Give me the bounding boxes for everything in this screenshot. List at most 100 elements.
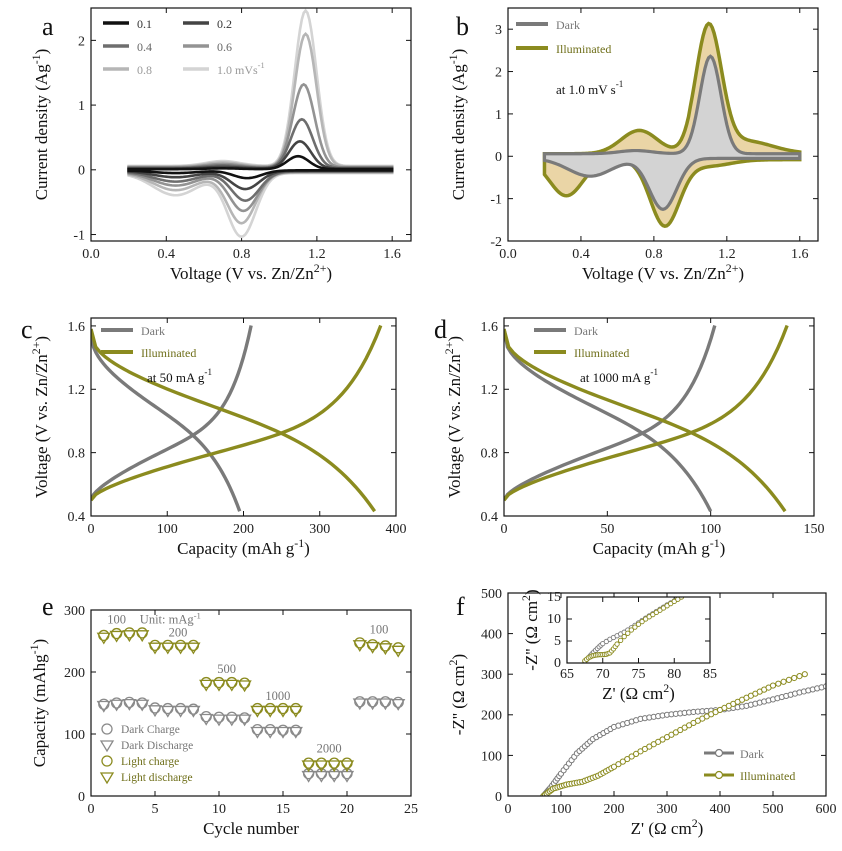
panel-a: a 0.0 0.4 0.8 1.2 1.6 -1 0 1 2 Voltage (V vs. Zn/Z… — [29, 7, 412, 283]
data-point — [162, 702, 174, 715]
panel-letter: b — [456, 12, 469, 41]
data-point — [352, 698, 367, 711]
data-point — [173, 705, 188, 718]
data-point — [302, 757, 315, 769]
cv-curve-dark — [542, 54, 802, 211]
x-axis-label: Cycle number — [203, 819, 299, 838]
legend-label: Light discharge — [121, 772, 193, 784]
data-point — [615, 761, 622, 768]
inset-data-point — [635, 621, 642, 627]
y-tick-label: 100 — [64, 728, 85, 743]
x-tick-label: 0.4 — [158, 247, 176, 262]
annotation-sup: -1 — [650, 367, 658, 377]
data-point — [199, 713, 214, 726]
x-tick-label: 400 — [710, 802, 731, 817]
data-point — [624, 755, 631, 763]
legend-label-text: 0.8 — [137, 63, 152, 77]
data-point — [391, 698, 406, 711]
rate-label-text: 100 — [370, 623, 389, 637]
data-point — [610, 763, 618, 770]
data-point — [378, 698, 393, 711]
x-tick-label: 1.6 — [791, 247, 809, 262]
y-axis-label-main: -Z'' (Ω cm — [522, 601, 541, 671]
data-point — [135, 630, 150, 643]
legend-label-text: 1.0 mVs — [217, 63, 258, 77]
x-axis-label-main: Capacity (mAh g — [593, 539, 711, 558]
legend-label: Dark Charge — [121, 724, 180, 736]
data-point — [149, 639, 161, 651]
data-point — [123, 627, 136, 639]
x-tick-label: 15 — [276, 802, 290, 817]
data-point — [392, 696, 404, 709]
discharge-curve-Illuminated — [504, 328, 787, 513]
x-tick-label: 0.8 — [645, 247, 663, 262]
y-tick-label: 0 — [78, 164, 85, 179]
y-tick-label: 100 — [481, 749, 502, 764]
x-tick-label: 100 — [157, 522, 178, 537]
inset-data-point — [625, 630, 631, 636]
plot-frame — [507, 7, 819, 242]
data-point — [339, 760, 355, 773]
rate-label-text: 2000 — [317, 742, 342, 756]
x-tick-label: 500 — [763, 802, 784, 817]
data-point — [628, 753, 635, 760]
data-point — [785, 676, 793, 683]
legend-marker — [714, 770, 724, 780]
annotation-main: at 1000 mA g — [580, 370, 651, 385]
charge-curve-Dark — [91, 325, 253, 501]
x-axis-label: Voltage (V vs. Zn/Zn2+) — [170, 261, 332, 283]
x-axis-label-main: Capacity (mAh g — [177, 539, 295, 558]
y-axis-label-end: ) — [32, 49, 51, 55]
data-point — [98, 629, 110, 642]
y-axis-label-sup: 2+ — [29, 341, 43, 354]
x-tick-label: 0.0 — [499, 247, 517, 262]
legend-label: Dark — [141, 324, 165, 338]
y-axis-label: -Z'' (Ω cm2) — [446, 654, 468, 735]
data-point — [98, 698, 110, 710]
x-tick-label: 400 — [386, 522, 407, 537]
cv-curve-0.6 — [127, 82, 394, 213]
legend-label-sup: -1 — [258, 61, 265, 70]
charge-curve-Illuminated — [91, 324, 383, 502]
data-point — [147, 642, 163, 655]
rate-label: 100 — [107, 613, 126, 627]
x-tick-label: 0 — [501, 522, 508, 537]
x-axis-label: Z' (Ω cm2) — [631, 816, 704, 838]
x-axis-label-main: Cycle number — [203, 819, 299, 838]
x-tick-label: 1.6 — [383, 247, 401, 262]
legend-marker — [714, 748, 724, 758]
y-tick-label: 5 — [554, 634, 561, 649]
y-axis-label-sup: 2 — [446, 659, 460, 665]
x-tick-label: 0.4 — [572, 247, 590, 262]
plot-frame — [90, 609, 412, 797]
y-axis-label-end: ) — [32, 336, 51, 342]
x-tick-label: 70 — [596, 667, 610, 682]
data-point — [226, 711, 238, 723]
y-axis-label: Voltage (V vs. Zn/Zn2+) — [29, 336, 51, 498]
legend-label: 0.1 — [137, 17, 152, 31]
inset-data-point — [614, 641, 620, 647]
y-tick-label: 1 — [78, 99, 85, 114]
discharge-curve-Dark — [504, 328, 713, 513]
rate-label: 100 — [370, 623, 389, 637]
data-point — [632, 750, 640, 758]
x-tick-label: 200 — [604, 802, 625, 817]
annotation-main: at 50 mA g — [147, 370, 205, 385]
y-tick-label: 200 — [64, 666, 85, 681]
y-tick-label: 1.2 — [68, 383, 86, 398]
y-axis-label-sup: -1 — [446, 54, 460, 64]
x-tick-label: 1.2 — [308, 247, 326, 262]
x-tick-label: 5 — [152, 802, 159, 817]
data-point — [619, 758, 626, 765]
plot-frame — [90, 317, 397, 517]
x-tick-label: 1.2 — [718, 247, 736, 262]
legend-label: Illuminated — [141, 346, 196, 360]
data-point — [250, 705, 265, 718]
data-point — [251, 702, 264, 715]
x-axis-label-end: ) — [669, 684, 675, 703]
y-tick-label: 500 — [481, 587, 502, 602]
data-point — [160, 705, 175, 718]
annotation-sup: -1 — [616, 79, 624, 89]
inset-data-point — [639, 618, 645, 625]
